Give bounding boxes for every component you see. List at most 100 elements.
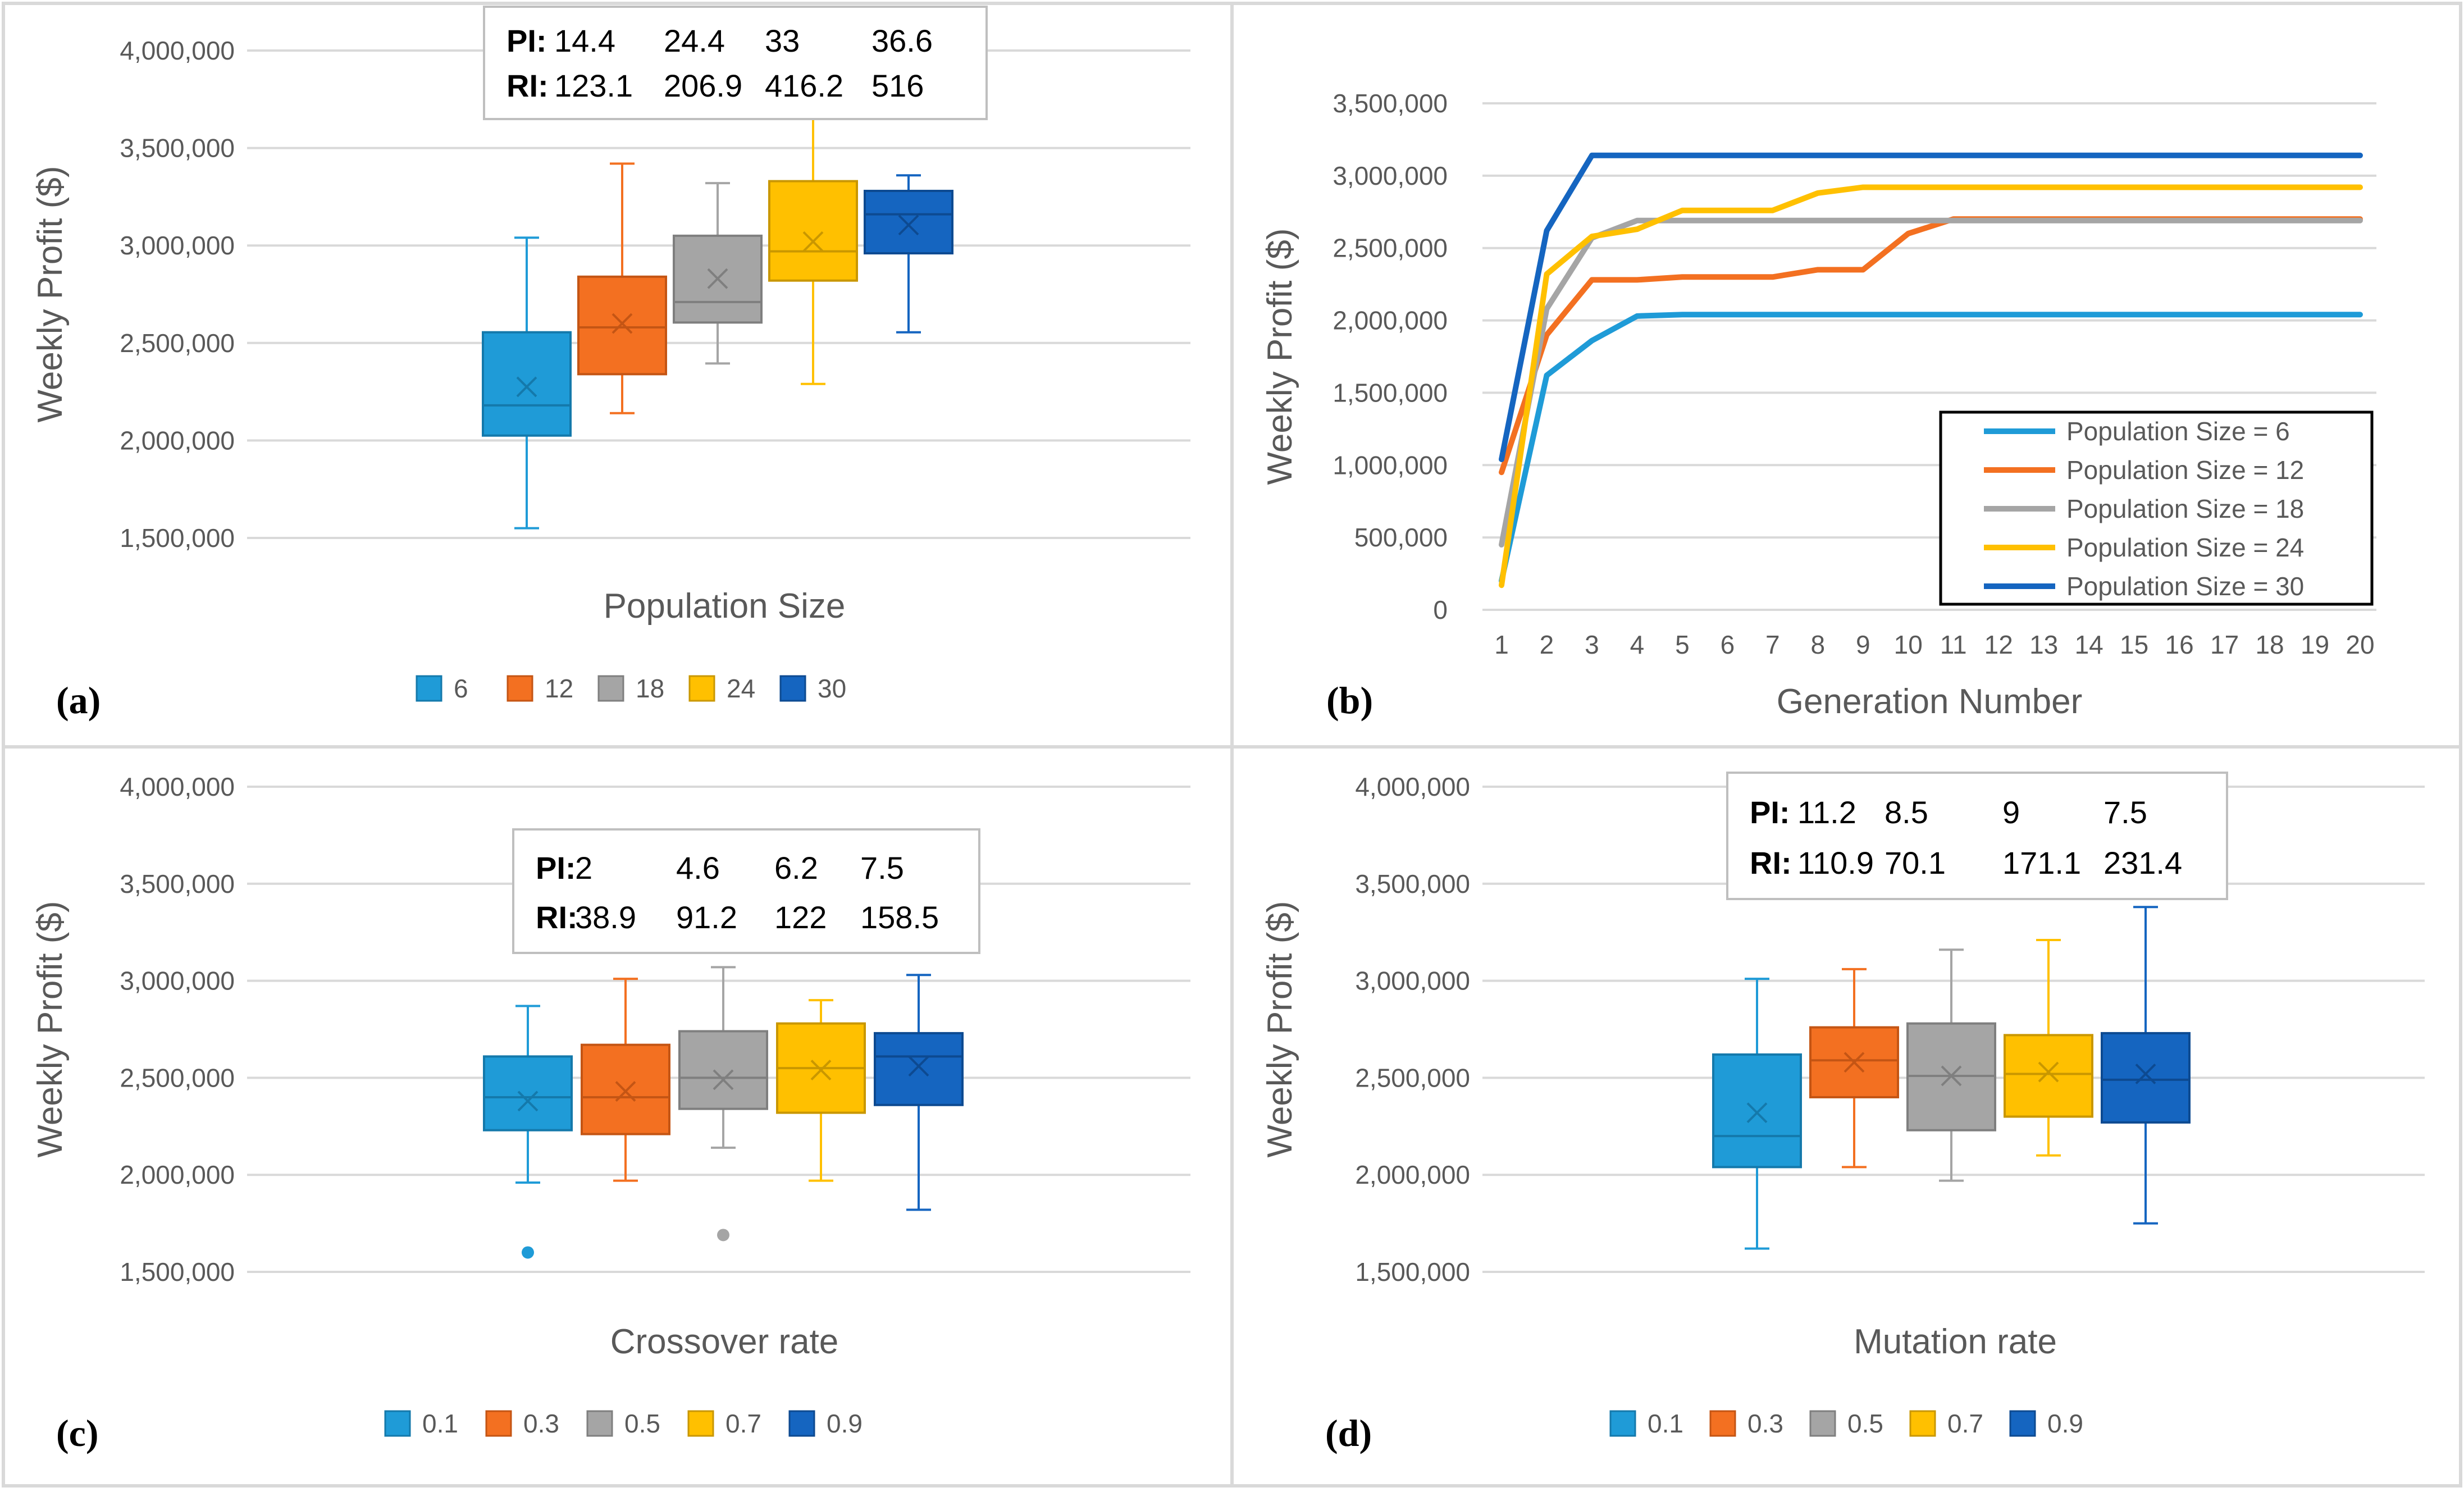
legend-label: Population Size = 12 bbox=[2066, 455, 2304, 485]
series-line-1 bbox=[1499, 312, 2363, 584]
ri-label: RI: bbox=[507, 68, 549, 103]
annotation-box: PI: RI:14.4 24.4 33 36.6 123.1 206.9 416.2 516 bbox=[483, 6, 988, 120]
x-tick-label: 7 bbox=[1765, 630, 1780, 659]
x-tick-label: 16 bbox=[2165, 630, 2194, 659]
mean-marker bbox=[707, 268, 728, 289]
mean-marker bbox=[516, 376, 537, 398]
pi-value: 2 bbox=[575, 850, 592, 886]
annotation-frame bbox=[1726, 772, 2228, 900]
box-body bbox=[581, 1043, 670, 1135]
legend-swatch bbox=[586, 1410, 613, 1437]
ri-value: 91.2 bbox=[676, 900, 737, 935]
box-body bbox=[678, 1030, 768, 1110]
y-tick-label: 1,500,000 bbox=[120, 1257, 235, 1286]
mean-marker bbox=[908, 1056, 929, 1077]
y-axis-label: Weekly Profit ($) bbox=[31, 166, 70, 422]
y-tick-label: 2,500,000 bbox=[1355, 1063, 1470, 1092]
box-body bbox=[864, 189, 953, 255]
mean-marker bbox=[1941, 1065, 1962, 1087]
series-line-4 bbox=[1499, 184, 2363, 588]
x-axis-label: Generation Number bbox=[1777, 682, 2083, 721]
box-body bbox=[1712, 1053, 1802, 1169]
legend-label: 0.5 bbox=[1847, 1409, 1883, 1438]
box-5 bbox=[874, 974, 964, 1211]
x-tick-label: 4 bbox=[1630, 630, 1645, 659]
y-tick-label: 3,500,000 bbox=[120, 134, 235, 163]
panel-label: (d) bbox=[1325, 1412, 1372, 1454]
mean-marker bbox=[713, 1069, 734, 1091]
y-tick-label: 2,000,000 bbox=[120, 1160, 235, 1189]
box-3 bbox=[678, 966, 768, 1242]
legend-label: 0.9 bbox=[2047, 1409, 2083, 1438]
y-tick-label: 0 bbox=[1433, 595, 1448, 624]
series-line-5 bbox=[1499, 152, 2363, 462]
legend-label: 12 bbox=[545, 674, 573, 703]
pi-value: 33 bbox=[765, 23, 800, 58]
mean-marker bbox=[517, 1091, 539, 1112]
y-tick-label: 3,500,000 bbox=[1355, 869, 1470, 898]
legend-swatch bbox=[1809, 1410, 1836, 1437]
box-body bbox=[483, 1055, 573, 1131]
legend-swatch bbox=[2009, 1410, 2036, 1437]
box-body bbox=[577, 275, 667, 376]
legend-label: 0.7 bbox=[725, 1409, 761, 1438]
pi-value: 4.6 bbox=[676, 850, 720, 886]
box-4 bbox=[768, 109, 858, 385]
annotation-box: PI: RI: 2 4.6 6.2 7.5 38.9 91.2 122 158.5 bbox=[512, 828, 980, 954]
pi-label: PI: bbox=[507, 23, 547, 58]
box-3 bbox=[673, 182, 763, 365]
x-tick-label: 6 bbox=[1721, 630, 1735, 659]
ri-value: 416.2 bbox=[765, 68, 843, 103]
legend-label: Population Size = 24 bbox=[2066, 533, 2304, 562]
legend-swatch bbox=[507, 675, 533, 702]
y-tick-label: 1,500,000 bbox=[1355, 1257, 1470, 1286]
pi-value: 36.6 bbox=[871, 23, 933, 58]
x-tick-label: 18 bbox=[2255, 630, 2284, 659]
mean-marker bbox=[802, 231, 824, 252]
y-tick-label: 3,000,000 bbox=[1333, 161, 1448, 190]
y-tick-label: 500,000 bbox=[1354, 523, 1448, 552]
x-axis-label: Population Size bbox=[604, 587, 846, 626]
y-tick-label: 3,000,000 bbox=[120, 231, 235, 260]
legend: 0.1 0.3 0.5 0.7 0.9 bbox=[1609, 1409, 2083, 1438]
ri-label: RI: bbox=[1750, 845, 1792, 880]
ri-value: 122 bbox=[774, 900, 827, 935]
legend-swatch bbox=[779, 675, 806, 702]
outlier-point bbox=[717, 1229, 729, 1242]
annotation-frame bbox=[483, 6, 988, 120]
pi-value: 11.2 bbox=[1797, 795, 1856, 830]
y-tick-label: 2,000,000 bbox=[1355, 1160, 1470, 1189]
pi-value: 24.4 bbox=[664, 23, 725, 58]
annotation-box: PI: RI:11.2 8.5 9 7.5 110.9 70.1 171.1 231.4 bbox=[1726, 772, 2228, 900]
y-tick-label: 3,500,000 bbox=[1333, 89, 1448, 118]
pi-value: 6.2 bbox=[774, 850, 818, 886]
y-axis-label: Weekly Profit ($) bbox=[1261, 228, 1299, 485]
x-tick-label: 1 bbox=[1494, 630, 1509, 659]
legend-label: 0.7 bbox=[1947, 1409, 1983, 1438]
legend: 6 12 18 24 30 bbox=[416, 674, 846, 703]
series-line-3 bbox=[1499, 217, 2363, 548]
pi-value: 9 bbox=[2002, 795, 2020, 830]
legend-swatch bbox=[416, 675, 442, 702]
legend-label: 30 bbox=[818, 674, 846, 703]
legend-label: 0.5 bbox=[624, 1409, 660, 1438]
ri-value: 38.9 bbox=[575, 900, 636, 935]
x-tick-label: 14 bbox=[2075, 630, 2103, 659]
mean-marker bbox=[810, 1060, 832, 1080]
pi-value: 7.5 bbox=[2103, 795, 2147, 830]
legend-swatch bbox=[384, 1410, 411, 1437]
y-tick-label: 2,500,000 bbox=[120, 328, 235, 358]
legend-swatch bbox=[485, 1410, 512, 1437]
legend-label: 0.3 bbox=[1747, 1409, 1783, 1438]
legend-label: 18 bbox=[636, 674, 664, 703]
legend-label: 0.1 bbox=[422, 1409, 458, 1438]
x-tick-label: 9 bbox=[1856, 630, 1870, 659]
legend-label: 0.3 bbox=[523, 1409, 559, 1438]
legend-label: Population Size = 18 bbox=[2066, 494, 2304, 523]
mean-marker bbox=[1746, 1102, 1768, 1124]
x-tick-label: 5 bbox=[1675, 630, 1690, 659]
ri-value: 123.1 bbox=[554, 68, 633, 103]
mean-marker bbox=[2135, 1064, 2156, 1084]
